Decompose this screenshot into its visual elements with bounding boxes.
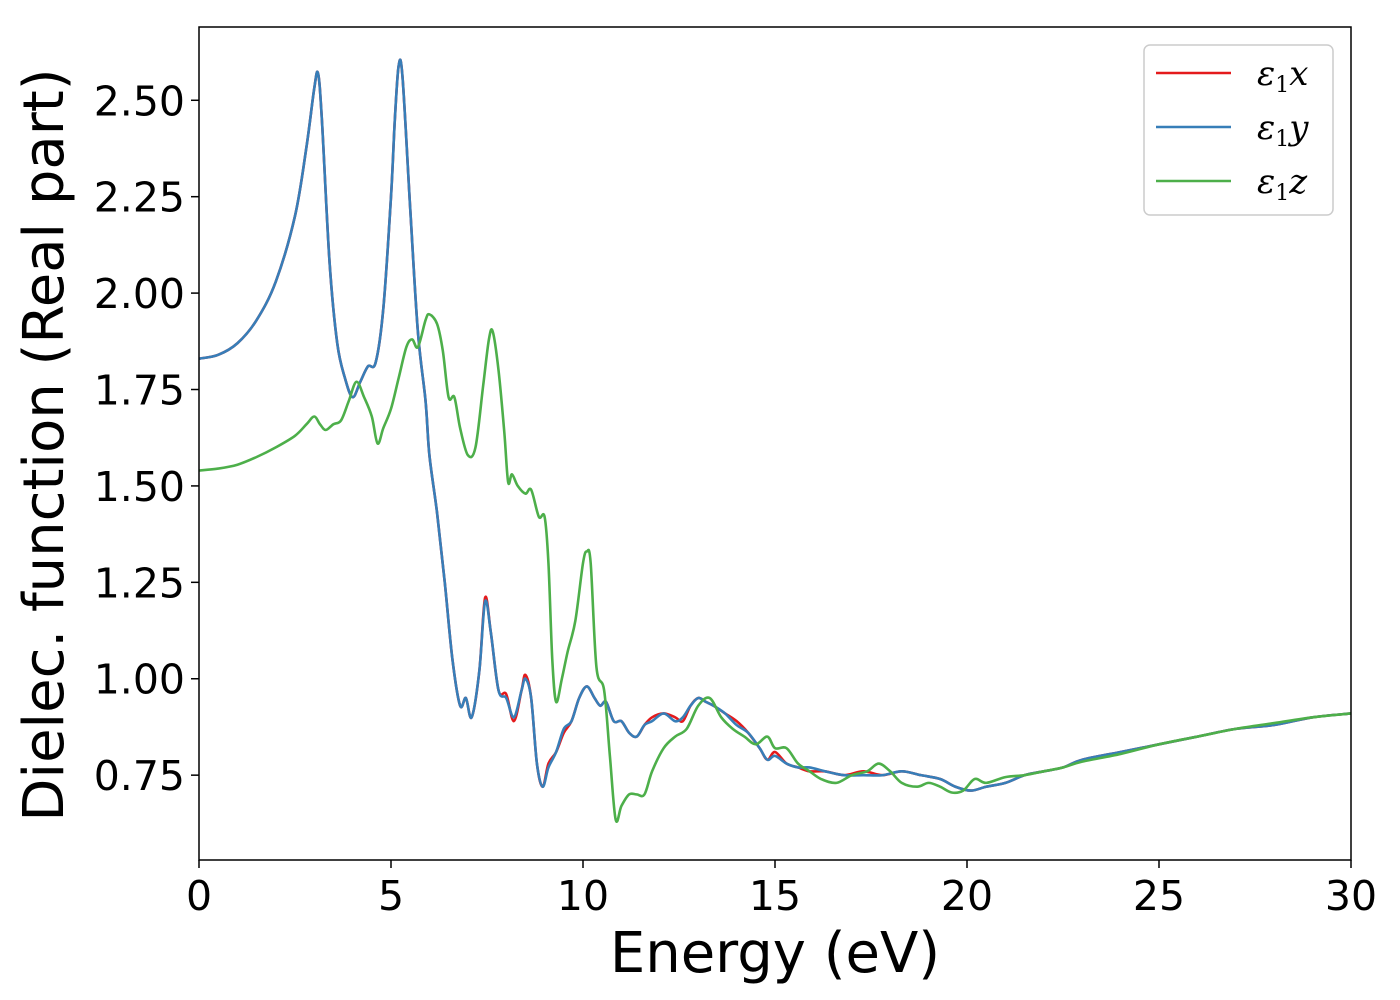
x-axis-ticks: 0 5 10 15 20 25 30 (186, 860, 1377, 920)
series-layer (198, 58, 1352, 823)
legend-label-z: ε1z (1257, 162, 1308, 206)
x-tick-label: 15 (749, 872, 801, 920)
y-axis-ticks: 0.75 1.00 1.25 1.50 1.75 2.00 2.25 2.50 (94, 77, 199, 800)
x-tick-label: 10 (557, 872, 609, 920)
series-line-z (198, 312, 1352, 823)
x-tick-label: 0 (186, 872, 212, 920)
y-tick-label: 0.75 (94, 752, 185, 800)
y-tick-label: 2.50 (94, 77, 185, 125)
y-tick-label: 2.25 (94, 174, 185, 222)
y-axis-label: Dielec. function (Real part) (12, 68, 77, 821)
series-line-y (198, 58, 1352, 792)
legend-label-y: ε1y (1257, 108, 1309, 152)
legend-entries: ε1x ε1y ε1z (1156, 54, 1309, 206)
y-tick-label: 2.00 (94, 270, 185, 318)
x-tick-label: 25 (1133, 872, 1185, 920)
y-tick-label: 1.00 (94, 656, 185, 704)
y-tick-label: 1.25 (94, 559, 185, 607)
x-tick-label: 30 (1325, 872, 1377, 920)
x-axis-label: Energy (eV) (610, 921, 940, 986)
legend-box (1143, 44, 1334, 216)
legend-label-x: ε1x (1257, 54, 1308, 98)
x-tick-label: 20 (941, 872, 993, 920)
x-tick-label: 5 (378, 872, 404, 920)
legend: ε1x ε1y ε1z (1143, 44, 1334, 216)
y-tick-label: 1.75 (94, 367, 185, 415)
y-tick-label: 1.50 (94, 463, 185, 511)
